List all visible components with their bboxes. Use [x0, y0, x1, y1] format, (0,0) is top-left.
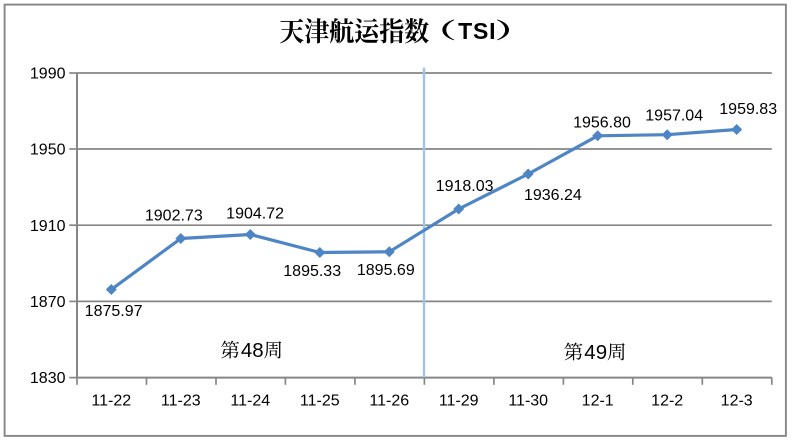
svg-text:48: 48 — [241, 339, 264, 362]
svg-text:11-22: 11-22 — [91, 393, 131, 410]
svg-text:1904.72: 1904.72 — [226, 206, 284, 223]
svg-text:1990: 1990 — [30, 66, 66, 83]
svg-text:1895.33: 1895.33 — [283, 263, 341, 280]
svg-text:TSI: TSI — [458, 18, 496, 44]
svg-text:1830: 1830 — [30, 370, 66, 387]
svg-text:1957.04: 1957.04 — [645, 108, 703, 125]
svg-text:11-30: 11-30 — [508, 393, 548, 410]
svg-text:1918.03: 1918.03 — [436, 178, 494, 195]
svg-text:1959.83: 1959.83 — [719, 101, 777, 118]
svg-text:12-3: 12-3 — [721, 393, 753, 410]
svg-text:49: 49 — [584, 341, 607, 364]
svg-text:12-2: 12-2 — [651, 393, 683, 410]
svg-text:1950: 1950 — [30, 142, 66, 159]
svg-text:11-26: 11-26 — [369, 393, 409, 410]
svg-text:1910: 1910 — [30, 218, 66, 235]
svg-text:1936.24: 1936.24 — [524, 187, 582, 204]
svg-text:11-23: 11-23 — [161, 393, 201, 410]
svg-text:12-1: 12-1 — [582, 393, 614, 410]
svg-text:1902.73: 1902.73 — [145, 208, 203, 225]
svg-text:11-29: 11-29 — [439, 393, 479, 410]
svg-text:11-25: 11-25 — [300, 393, 340, 410]
svg-text:1895.69: 1895.69 — [357, 262, 415, 279]
svg-text:1870: 1870 — [30, 294, 66, 311]
svg-text:1875.97: 1875.97 — [85, 303, 143, 320]
svg-text:11-24: 11-24 — [230, 393, 270, 410]
svg-text:1956.80: 1956.80 — [573, 115, 631, 132]
